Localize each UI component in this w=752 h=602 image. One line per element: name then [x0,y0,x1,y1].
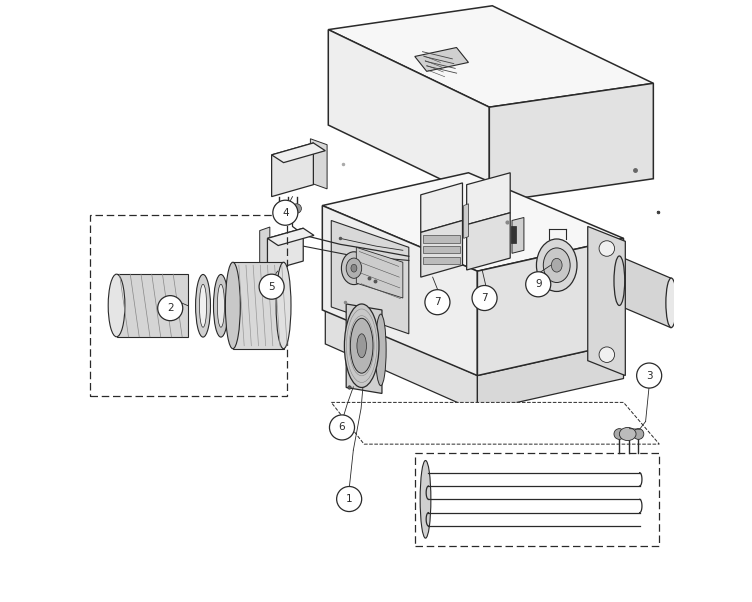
Ellipse shape [351,264,357,272]
Ellipse shape [536,239,577,291]
Polygon shape [356,247,403,298]
Circle shape [273,200,298,225]
Polygon shape [326,274,623,376]
Polygon shape [467,213,510,270]
Text: 1: 1 [346,494,353,504]
Bar [89,214,287,397]
Polygon shape [323,173,623,271]
Polygon shape [259,227,270,278]
Text: 7: 7 [481,293,488,303]
Polygon shape [271,143,326,163]
Ellipse shape [214,275,229,337]
Polygon shape [332,402,660,444]
Polygon shape [478,238,623,376]
Polygon shape [329,6,653,107]
Circle shape [158,296,183,321]
Polygon shape [271,143,314,197]
Text: 4: 4 [282,208,289,218]
Ellipse shape [108,274,125,337]
Ellipse shape [346,258,362,278]
Text: 5: 5 [268,282,275,292]
Ellipse shape [350,318,373,373]
Bar [423,257,460,264]
Ellipse shape [357,334,366,358]
Polygon shape [268,228,303,271]
Circle shape [526,272,550,297]
Text: 3: 3 [646,371,653,380]
Polygon shape [420,183,462,232]
Polygon shape [323,205,478,376]
Ellipse shape [551,258,562,272]
Circle shape [283,204,293,213]
Circle shape [425,290,450,315]
Circle shape [623,429,634,439]
Polygon shape [326,308,478,411]
Circle shape [599,241,614,256]
Ellipse shape [226,262,241,349]
Ellipse shape [199,284,207,327]
Circle shape [472,285,497,311]
Ellipse shape [341,252,366,285]
Ellipse shape [375,314,386,386]
Text: 9: 9 [535,279,541,290]
Circle shape [259,274,284,299]
Ellipse shape [420,461,431,538]
Polygon shape [467,173,510,225]
Polygon shape [346,304,382,394]
Circle shape [292,204,302,213]
Circle shape [633,429,644,439]
Polygon shape [311,139,327,189]
Polygon shape [332,220,409,334]
Ellipse shape [666,278,677,327]
Ellipse shape [543,248,570,282]
Circle shape [329,415,354,440]
Polygon shape [268,228,314,246]
Circle shape [337,486,362,512]
Bar [423,246,460,253]
Polygon shape [415,48,468,72]
Circle shape [277,268,286,276]
Polygon shape [233,262,284,349]
Circle shape [274,204,284,213]
Polygon shape [464,204,468,238]
Polygon shape [490,83,653,203]
Circle shape [269,268,277,276]
Ellipse shape [344,304,379,388]
Polygon shape [478,343,623,411]
Polygon shape [512,217,524,253]
Text: 6: 6 [338,423,345,432]
Ellipse shape [217,284,225,327]
Polygon shape [329,29,490,203]
Text: 2: 2 [167,303,174,313]
Ellipse shape [196,275,211,337]
Polygon shape [117,274,188,337]
Bar [415,453,660,545]
Circle shape [599,347,614,362]
Polygon shape [588,226,626,376]
Text: 7: 7 [434,297,441,307]
Circle shape [637,363,662,388]
Bar [511,226,516,243]
Polygon shape [620,256,672,328]
Polygon shape [420,220,462,277]
Ellipse shape [276,262,291,349]
Ellipse shape [620,427,636,441]
Bar [423,235,460,243]
Circle shape [614,429,625,439]
Ellipse shape [614,256,625,305]
